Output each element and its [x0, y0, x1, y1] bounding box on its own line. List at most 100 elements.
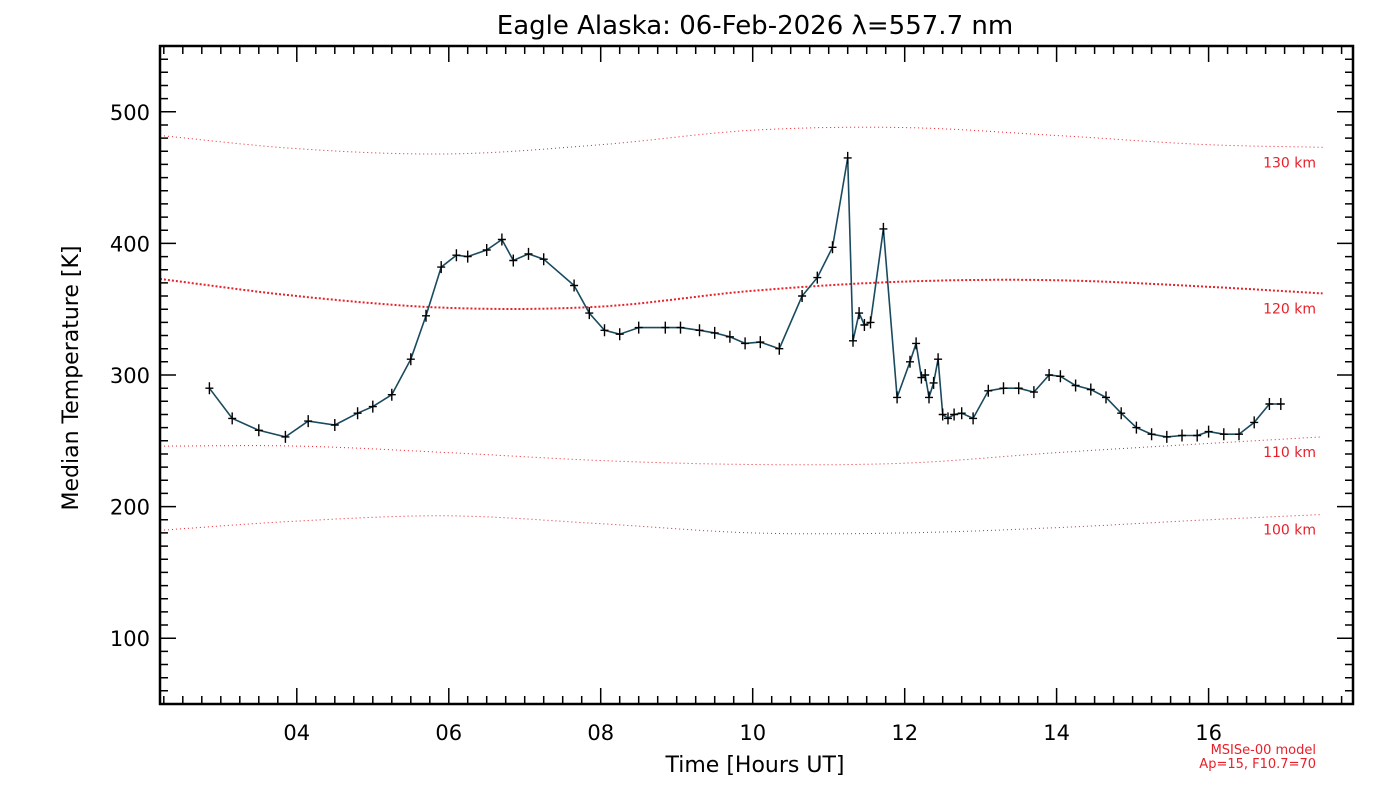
data-point	[849, 334, 857, 347]
y-tick-label: 300	[110, 364, 150, 388]
data-point	[725, 330, 734, 343]
data-point	[695, 324, 704, 337]
data-point	[1102, 391, 1110, 404]
data-point	[1132, 421, 1141, 434]
data-point	[813, 271, 822, 284]
x-tick-label: 08	[587, 721, 614, 745]
data-point	[1014, 382, 1023, 395]
x-tick-label: 10	[739, 721, 766, 745]
data-point	[1178, 429, 1186, 442]
data-point	[463, 250, 472, 263]
model-curve-label: 130 km	[1263, 155, 1316, 171]
data-point	[452, 249, 461, 262]
data-point	[1193, 429, 1202, 442]
data-point	[254, 424, 263, 437]
data-point	[281, 430, 290, 443]
series-line	[208, 157, 1281, 438]
data-series	[205, 151, 1285, 443]
x-tick-label: 16	[1195, 721, 1222, 745]
data-point	[710, 326, 719, 339]
data-point	[422, 309, 430, 322]
data-point	[497, 233, 506, 246]
data-point	[330, 419, 339, 431]
plot-frame	[158, 44, 1355, 706]
model-curve-3	[159, 514, 1323, 535]
model-curve-label: 100 km	[1263, 523, 1316, 539]
data-point	[775, 342, 784, 355]
data-point	[353, 407, 362, 420]
data-point	[934, 353, 943, 366]
data-point	[1029, 386, 1038, 399]
data-point	[912, 337, 921, 350]
data-point	[1117, 407, 1126, 420]
data-point	[938, 408, 947, 421]
data-point	[524, 247, 533, 260]
data-point	[1086, 383, 1095, 396]
data-point	[570, 279, 579, 292]
data-point	[634, 321, 643, 334]
x-tick-label: 06	[435, 721, 462, 745]
data-point	[1045, 369, 1054, 381]
data-point	[855, 307, 864, 320]
data-point	[950, 408, 959, 421]
data-point	[1162, 430, 1171, 443]
data-point	[437, 261, 446, 274]
axis-ticks	[160, 45, 1353, 705]
data-point	[368, 400, 377, 413]
data-point	[957, 407, 966, 420]
model-curve-0	[159, 126, 1323, 155]
data-point	[798, 290, 807, 302]
data-point	[585, 307, 594, 320]
data-point	[228, 412, 237, 425]
y-tick-labels: 100 200 300 400 500	[110, 101, 150, 651]
model-note-line2: Ap=15, F10.7=70	[1199, 757, 1316, 772]
data-point	[600, 324, 609, 337]
data-point	[205, 382, 214, 395]
model-curve-1	[159, 277, 1323, 310]
y-tick-label: 500	[110, 101, 150, 125]
data-point	[843, 151, 852, 164]
data-point	[756, 336, 765, 349]
data-point	[1071, 379, 1080, 392]
model-curves	[159, 126, 1323, 535]
model-note-line1: MSISe-00 model	[1211, 743, 1316, 758]
data-point	[1250, 416, 1259, 429]
data-point	[1056, 370, 1065, 383]
data-point	[917, 371, 926, 384]
data-point	[509, 254, 518, 267]
chart-title: Eagle Alaska: 06-Feb-2026 λ=557.7 nm	[497, 11, 1013, 41]
data-point	[929, 376, 938, 389]
data-point	[925, 391, 933, 404]
data-point	[615, 328, 624, 341]
data-point	[906, 355, 914, 368]
y-tick-label: 400	[110, 232, 150, 256]
y-tick-label: 100	[110, 627, 150, 651]
data-point	[1235, 428, 1243, 441]
y-tick-label: 200	[110, 496, 150, 520]
x-tick-labels: 04 06 08 10 12 14 16	[283, 721, 1222, 745]
data-point	[741, 337, 750, 350]
data-point	[387, 388, 396, 401]
data-point	[944, 412, 952, 425]
x-tick-label: 12	[891, 721, 918, 745]
data-point	[482, 244, 491, 256]
x-tick-label: 04	[283, 721, 310, 745]
data-point	[921, 369, 930, 381]
data-point	[969, 412, 978, 425]
data-point	[879, 222, 888, 235]
model-curve-label: 120 km	[1263, 301, 1316, 317]
y-axis-label: Median Temperature [K]	[59, 246, 84, 511]
data-point	[304, 415, 313, 428]
data-point	[1147, 428, 1156, 441]
data-point	[539, 253, 548, 266]
data-point	[676, 321, 685, 334]
data-point	[406, 353, 415, 366]
data-point	[999, 382, 1008, 395]
data-point	[661, 321, 670, 334]
data-point	[893, 391, 902, 404]
model-curve-label: 110 km	[1263, 445, 1316, 461]
model-curve-2	[160, 436, 1323, 466]
data-point	[1219, 428, 1228, 441]
data-point	[866, 316, 875, 329]
